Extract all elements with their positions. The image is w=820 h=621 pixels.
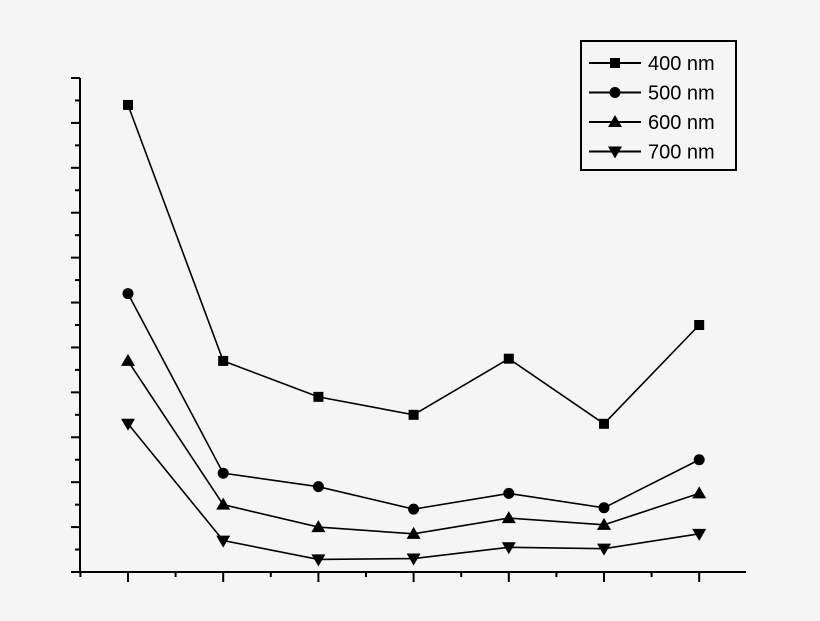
data-point — [218, 355, 229, 366]
legend-label: 700 nm — [648, 142, 715, 164]
data-point — [599, 418, 609, 429]
legend-marker — [609, 87, 621, 98]
x-axis-ticks — [79, 572, 701, 582]
data-point — [406, 526, 421, 539]
series-layer — [121, 99, 707, 567]
legend-label: 500 nm — [648, 83, 715, 105]
data-point — [597, 543, 611, 556]
legend-marker — [610, 58, 620, 68]
data-point — [503, 487, 515, 499]
data-point — [501, 511, 516, 524]
data-point — [216, 535, 231, 548]
data-point — [408, 409, 419, 420]
series-line — [127, 293, 700, 510]
data-point — [692, 528, 707, 541]
data-point — [216, 497, 231, 510]
legend-label: 600 nm — [648, 112, 715, 134]
series-400-nm — [123, 99, 705, 429]
data-point — [597, 517, 611, 530]
legend-marker — [608, 115, 622, 127]
data-point — [311, 554, 326, 567]
series-500-nm — [122, 288, 705, 515]
data-point — [313, 391, 324, 402]
data-point — [217, 467, 229, 479]
y-axis-ticks — [71, 77, 80, 573]
data-point — [693, 454, 705, 466]
data-point — [406, 553, 421, 566]
data-point — [408, 503, 420, 515]
legend-item: 400 nm — [589, 53, 715, 75]
legend-item: 600 nm — [589, 112, 715, 134]
data-point — [311, 520, 326, 533]
legend-label: 400 nm — [648, 53, 715, 75]
legend-item: 700 nm — [589, 142, 715, 164]
data-point — [312, 481, 324, 493]
data-point — [122, 288, 134, 300]
series-700-nm — [121, 418, 707, 567]
data-point — [692, 486, 707, 499]
data-point — [501, 542, 516, 555]
data-point — [121, 418, 135, 431]
legend: 400 nm 500 nm 600 nm 700 nm — [580, 40, 737, 171]
data-point — [598, 502, 610, 514]
data-point — [503, 353, 514, 364]
plot-area — [71, 77, 746, 582]
data-point — [121, 353, 135, 366]
series-600-nm — [121, 353, 707, 539]
data-point — [123, 99, 133, 110]
legend-item: 500 nm — [589, 83, 715, 105]
data-point — [694, 320, 705, 330]
legend-marker — [608, 146, 622, 159]
